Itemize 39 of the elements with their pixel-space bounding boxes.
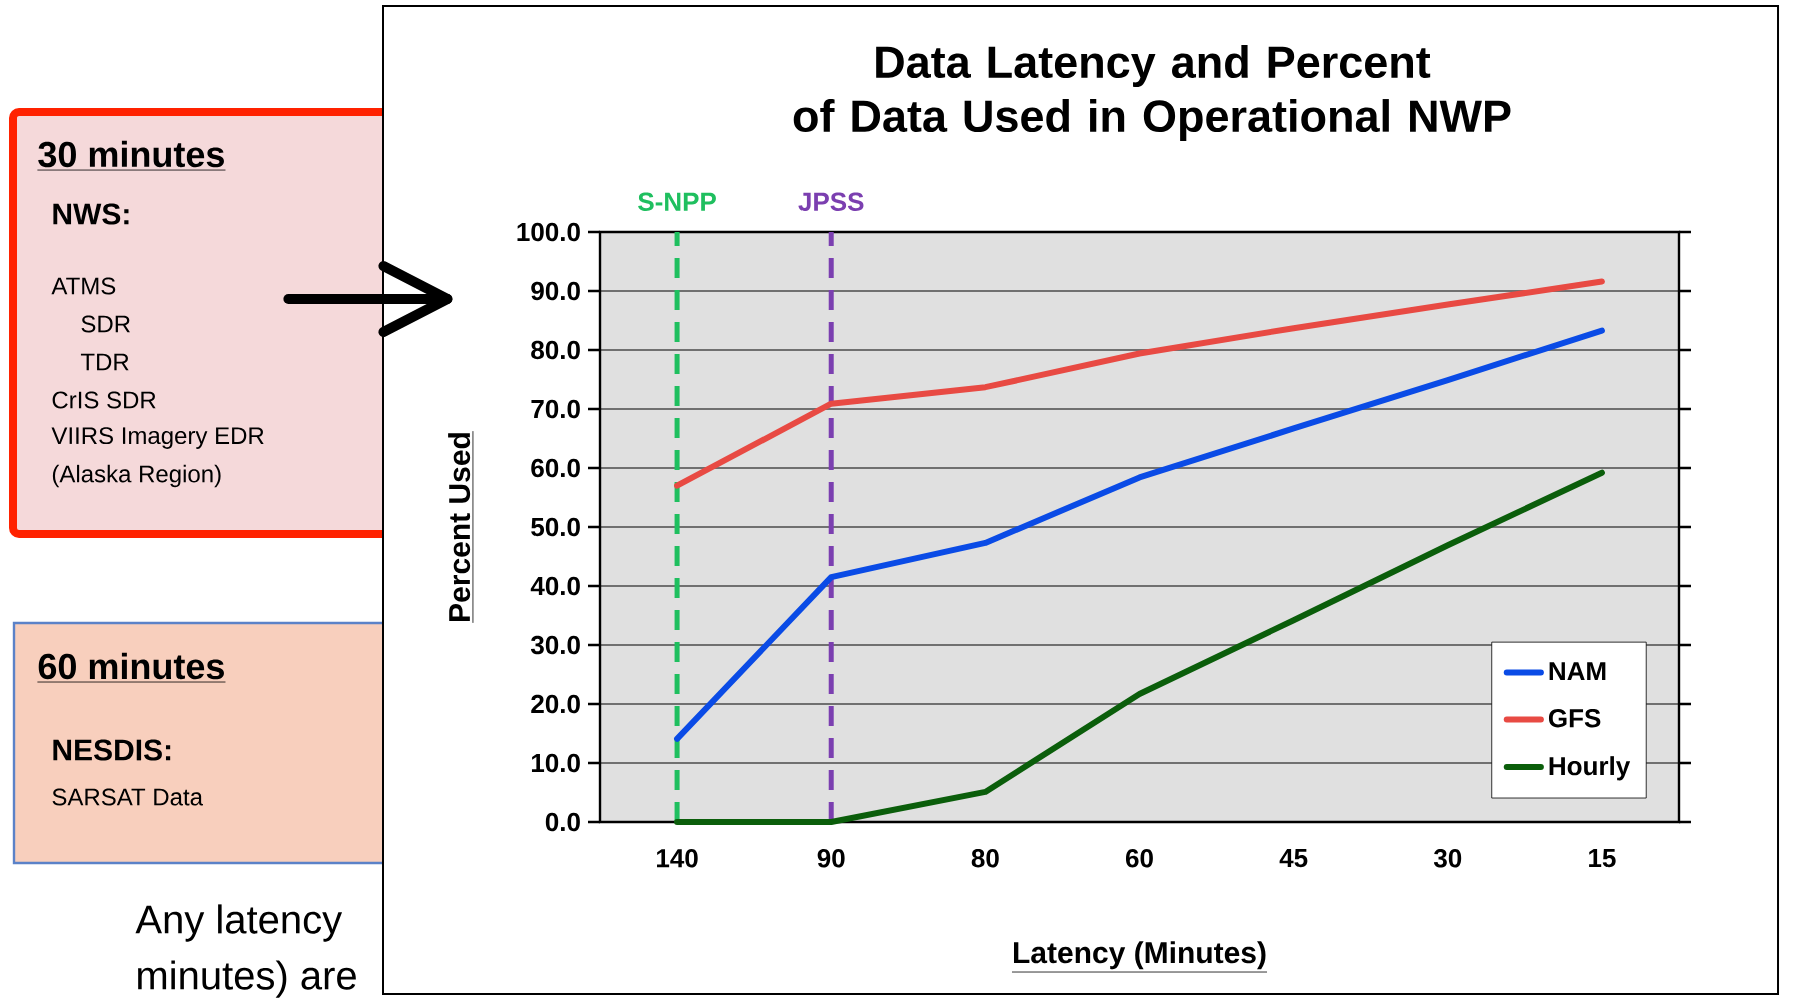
text: TDR bbox=[80, 353, 129, 371]
text: minutes) are bbox=[138, 960, 356, 998]
ref-line-label: JPSS bbox=[798, 192, 864, 211]
legend-label: Hourly bbox=[1549, 756, 1631, 781]
x-tick-label: 140 bbox=[657, 849, 698, 868]
y-tick-label: 70.0 bbox=[531, 399, 580, 419]
text: Any latency bbox=[135, 904, 343, 942]
x-tick-label: 80 bbox=[971, 849, 999, 868]
text: NESDIS: bbox=[53, 739, 171, 761]
y-tick-label: 20.0 bbox=[531, 694, 580, 714]
y-tick-label: 10.0 bbox=[531, 753, 580, 773]
text: 60 minutes bbox=[38, 652, 224, 680]
legend-label: NAM bbox=[1549, 662, 1606, 681]
text: ATMS bbox=[51, 277, 116, 295]
y-tick-label: 90.0 bbox=[531, 281, 580, 301]
x-tick-label: 90 bbox=[817, 849, 845, 868]
y-tick-label: 0.0 bbox=[545, 812, 580, 832]
y-axis-title: Percent Used bbox=[448, 433, 471, 621]
x-tick-label: 60 bbox=[1125, 849, 1153, 868]
text: (Alaska Region) bbox=[52, 464, 221, 488]
y-tick-label: 40.0 bbox=[530, 576, 580, 596]
text: SDR bbox=[81, 315, 130, 333]
text: 30 minutes bbox=[38, 140, 224, 168]
chart-title: Data Latency and Percent of Data Used in Operational NWP bbox=[793, 45, 1511, 142]
y-tick-label: 100.0 bbox=[517, 222, 580, 242]
text: SARSAT Data bbox=[52, 788, 203, 806]
y-tick-label: 60.0 bbox=[531, 458, 580, 478]
x-tick-label: 45 bbox=[1279, 849, 1308, 868]
y-tick-label: 80.0 bbox=[531, 340, 580, 360]
x-tick-label: 30 bbox=[1433, 849, 1462, 868]
text: NWS: bbox=[53, 203, 129, 225]
text: VIIRS Imagery EDR bbox=[51, 427, 264, 449]
y-tick-label: 30.0 bbox=[530, 635, 580, 655]
text: CrIS SDR bbox=[52, 391, 156, 409]
x-axis-title: Latency (Minutes) bbox=[1014, 941, 1266, 970]
legend-label: GFS bbox=[1548, 709, 1601, 728]
ref-line-label: S-NPP bbox=[638, 192, 716, 211]
y-tick-label: 50.0 bbox=[531, 517, 580, 537]
x-tick-label: 15 bbox=[1589, 849, 1616, 868]
